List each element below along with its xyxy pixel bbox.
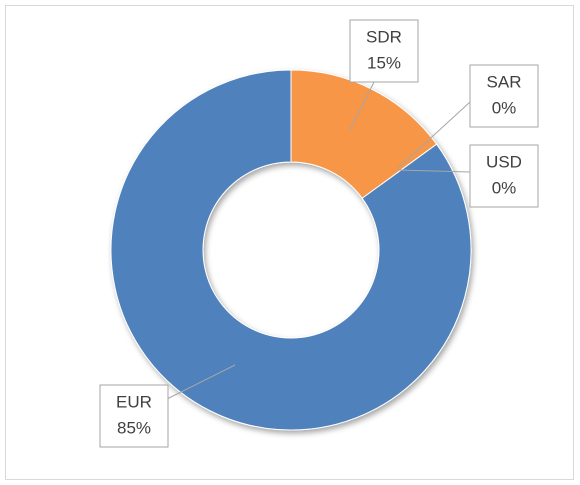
label-box	[469, 144, 539, 208]
category-label: EUR	[116, 392, 152, 411]
leader-line	[397, 169, 471, 173]
label-box	[469, 64, 539, 128]
value-label: 0%	[492, 178, 517, 197]
leader-line	[164, 364, 236, 401]
leader-line	[397, 101, 471, 169]
value-label: 85%	[117, 418, 151, 437]
value-label: 15%	[367, 53, 401, 72]
donut-slice	[110, 69, 472, 431]
category-label: SDR	[366, 27, 402, 46]
leader-line	[349, 79, 376, 131]
category-label: USD	[486, 152, 522, 171]
label-box	[99, 384, 169, 448]
label-box	[349, 19, 419, 83]
category-label: SAR	[487, 72, 522, 91]
value-label: 0%	[492, 98, 517, 117]
